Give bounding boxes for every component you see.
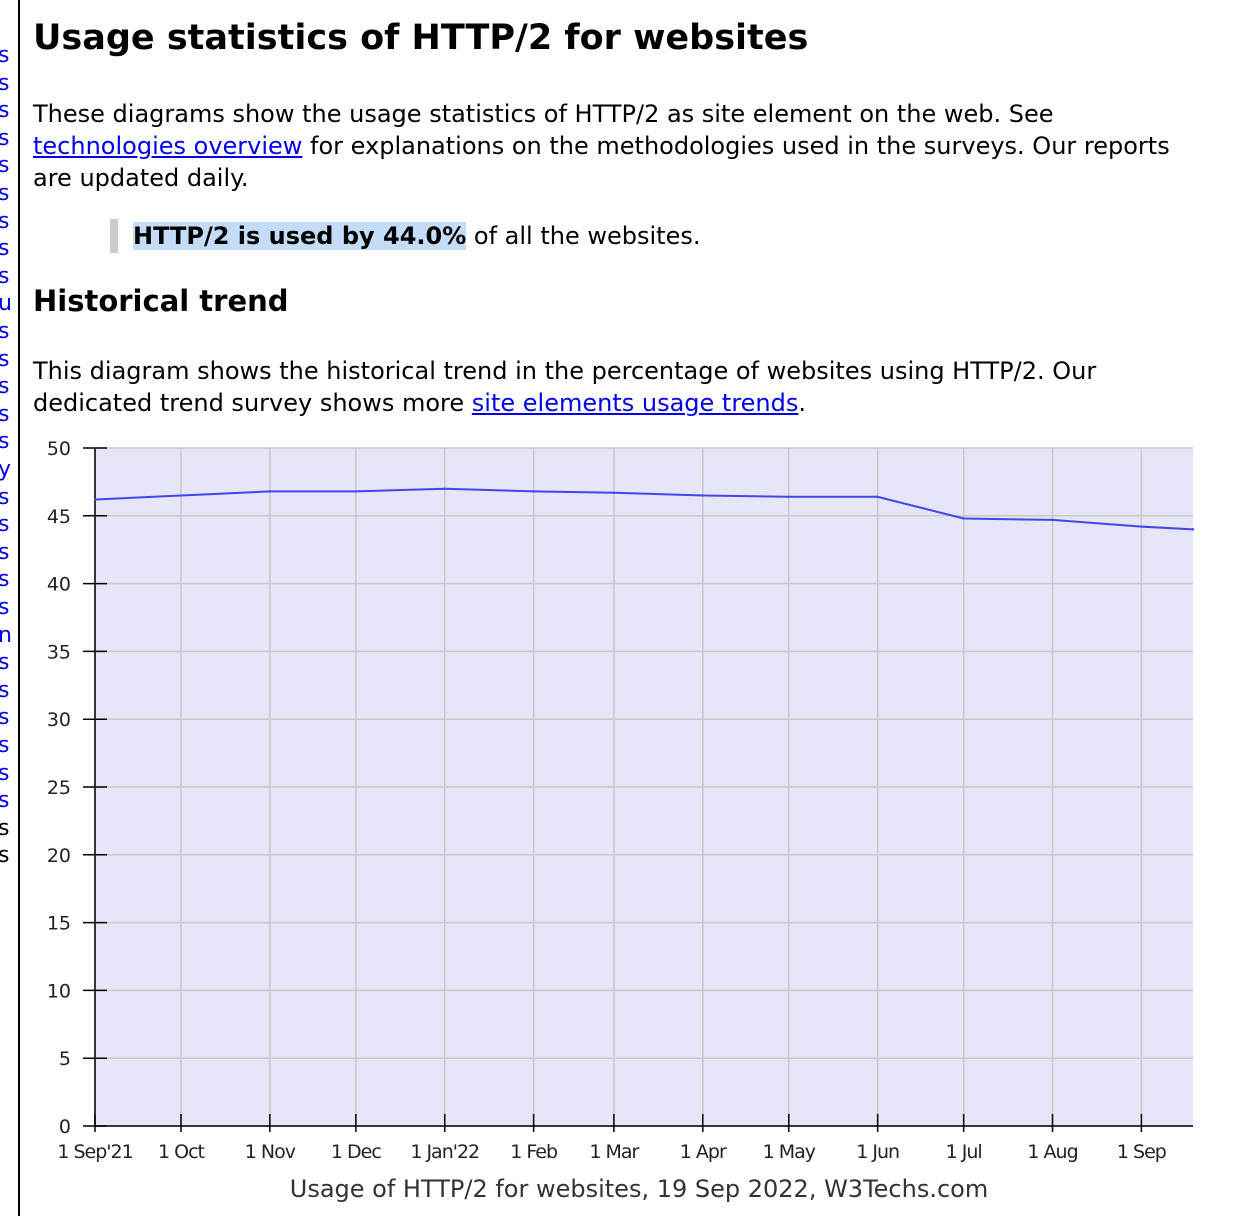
y-tick-label: 45: [47, 506, 71, 528]
nav-link-fragment[interactable]: s: [0, 321, 9, 343]
data-point: [354, 490, 358, 493]
page-title: Usage statistics of HTTP/2 for websites: [33, 18, 809, 58]
left-navigation-strip: sssssssssusssssysssssnssssssss: [0, 0, 20, 1216]
x-tick-label: 1 Nov: [245, 1141, 296, 1163]
x-tick-label: 1 Oct: [158, 1141, 205, 1163]
nav-link-fragment[interactable]: s: [0, 597, 9, 619]
y-tick-label: 0: [59, 1116, 71, 1138]
nav-link-fragment[interactable]: s: [0, 45, 9, 67]
data-point: [179, 494, 183, 497]
series-line: [94, 487, 1194, 531]
trend-text-2: .: [798, 389, 807, 417]
data-point: [1191, 528, 1195, 531]
data-point: [268, 490, 272, 493]
data-point: [962, 517, 965, 520]
nav-link-fragment[interactable]: s: [0, 376, 9, 398]
usage-highlight-rest: of all the websites.: [466, 222, 701, 250]
nav-link-fragment[interactable]: u: [0, 293, 12, 315]
technologies-overview-link[interactable]: technologies overview: [33, 132, 303, 160]
usage-highlight: HTTP/2 is used by 44.0% of all the websi…: [110, 219, 700, 253]
historical-trend-paragraph: This diagram shows the historical trend …: [33, 355, 1213, 419]
nav-link-fragment[interactable]: s: [0, 183, 9, 205]
intro-text-1: These diagrams show the usage statistics…: [33, 100, 1054, 128]
nav-link-fragment[interactable]: s: [0, 790, 9, 812]
x-tick-label: 1 Feb: [510, 1141, 558, 1163]
nav-link-fragment[interactable]: s: [0, 569, 9, 591]
x-tick-label: 1 Dec: [331, 1141, 381, 1163]
x-tick-label: 1 May: [763, 1141, 816, 1163]
nav-link-fragment[interactable]: n: [0, 624, 12, 647]
x-tick-label: 1 Aug: [1027, 1141, 1077, 1163]
nav-link-fragment[interactable]: s: [0, 265, 9, 288]
data-point: [612, 491, 616, 494]
nav-link-fragment[interactable]: s: [0, 72, 9, 95]
nav-link-fragment[interactable]: s: [0, 541, 9, 564]
nav-link-fragment[interactable]: s: [0, 514, 9, 536]
nav-link-fragment[interactable]: s: [0, 679, 9, 702]
intro-text-2: for explanations on the methodologies us…: [33, 132, 1170, 192]
data-point: [876, 495, 879, 499]
x-tick-label: 1 Sep'21: [57, 1141, 132, 1163]
y-tick-label: 50: [47, 438, 71, 460]
data-point: [532, 490, 535, 493]
nav-link-fragment[interactable]: y: [0, 459, 11, 481]
data-point: [701, 494, 704, 497]
nav-link-fragment[interactable]: s: [0, 210, 9, 233]
trend-text-1: This diagram shows the historical trend …: [33, 357, 1097, 417]
data-point: [93, 498, 97, 501]
y-tick-label: 15: [47, 913, 71, 935]
data-point: [1051, 518, 1054, 522]
y-tick-label: 20: [47, 845, 71, 867]
nav-link-fragment[interactable]: s: [0, 735, 9, 757]
nav-link-fragment[interactable]: s: [0, 431, 9, 453]
x-tick-label: 1 Jul: [946, 1141, 982, 1163]
usage-highlight-bold: HTTP/2 is used by 44.0%: [133, 222, 467, 250]
trend-chart: 0 5 10 15 20 25 30 35 40 45 50 1 Sep'21 1 Oct 1 Nov 1 …: [47, 438, 1195, 1203]
nav-link-fragment[interactable]: s: [0, 100, 9, 122]
nav-link-fragment[interactable]: s: [0, 486, 9, 509]
y-tick-label: 35: [47, 641, 71, 663]
intro-paragraph: These diagrams show the usage statistics…: [33, 98, 1213, 194]
nav-link-fragment[interactable]: s: [0, 155, 9, 177]
nav-link-fragment[interactable]: s: [0, 348, 9, 371]
historical-trend-heading: Historical trend: [33, 284, 289, 318]
nav-link-fragment[interactable]: s: [0, 707, 9, 729]
nav-link-fragment[interactable]: s: [0, 238, 9, 260]
trend-chart-container: 0 5 10 15 20 25 30 35 40 45 50 1 Sep'21 1 Oct 1 Nov 1 …: [33, 430, 1203, 1214]
x-tick-label: 1 Jun: [856, 1141, 899, 1163]
y-tick-label: 10: [47, 980, 71, 1002]
nav-link-fragment[interactable]: s: [0, 762, 9, 785]
chart-caption: Usage of HTTP/2 for websites, 19 Sep 202…: [290, 1175, 988, 1203]
y-tick-label: 40: [47, 574, 71, 596]
x-tick-label: 1 Sep: [1117, 1141, 1167, 1163]
data-point: [787, 495, 790, 499]
x-tick-label: 1 Jan'22: [410, 1141, 479, 1163]
nav-link-fragment[interactable]: s: [0, 652, 9, 674]
nav-link-fragment[interactable]: s: [0, 817, 9, 840]
x-tick-label: 1 Mar: [589, 1141, 639, 1163]
x-tick-label: 1 Apr: [680, 1141, 727, 1163]
nav-link-fragment[interactable]: s: [0, 845, 9, 867]
y-tick-label: 30: [47, 709, 71, 731]
y-tick-label: 25: [47, 777, 71, 799]
data-point: [443, 487, 446, 490]
data-point: [1140, 525, 1143, 528]
nav-link-fragment[interactable]: s: [0, 127, 9, 150]
site-elements-usage-trends-link[interactable]: site elements usage trends: [471, 389, 799, 417]
y-tick-label: 5: [59, 1048, 71, 1070]
nav-link-fragment[interactable]: s: [0, 403, 9, 426]
